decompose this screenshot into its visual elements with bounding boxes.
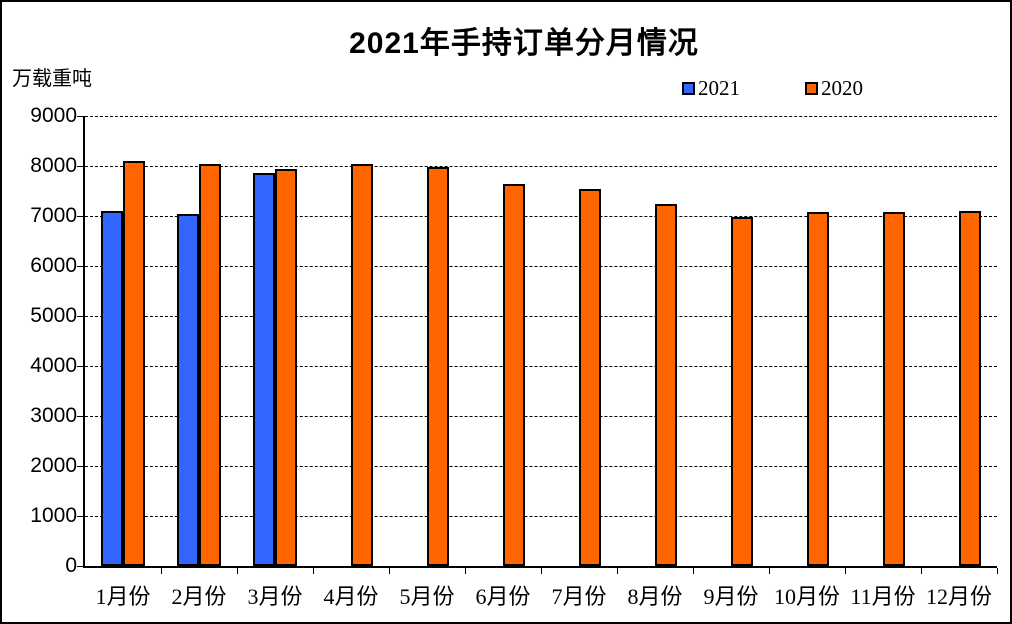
x-category-label-5: 5月份 xyxy=(399,584,455,609)
x-boundary-tick-9 xyxy=(844,568,846,574)
legend-item-2021: 2021 xyxy=(682,76,740,100)
x-boundary-tick-0 xyxy=(160,568,162,574)
x-boundary-tick-3 xyxy=(388,568,390,574)
y-tick-label-9000: 9000 xyxy=(30,104,77,127)
y-tick-5000 xyxy=(77,315,83,317)
bar-2021-1月份 xyxy=(101,211,123,566)
gridline-7000 xyxy=(85,216,997,217)
bar-2020-2月份 xyxy=(199,164,221,566)
bar-2020-4月份 xyxy=(351,163,373,566)
y-tick-8000 xyxy=(77,165,83,167)
y-tick-label-7000: 7000 xyxy=(30,204,77,227)
x-boundary-tick-6 xyxy=(616,568,618,574)
bar-2020-7月份 xyxy=(579,188,601,566)
gridline-3000 xyxy=(85,416,997,417)
gridline-9000 xyxy=(85,116,997,117)
x-category-label-10: 10月份 xyxy=(773,584,840,609)
y-axis-unit-label: 万载重吨 xyxy=(12,68,92,90)
gridline-6000 xyxy=(85,266,997,267)
x-boundary-tick-10 xyxy=(920,568,922,574)
x-boundary-tick-2 xyxy=(312,568,314,574)
bar-2021-3月份 xyxy=(253,173,275,566)
y-tick-4000 xyxy=(77,365,83,367)
y-tick-7000 xyxy=(77,215,83,217)
y-tick-6000 xyxy=(77,265,83,267)
legend: 2021 2020 xyxy=(2,76,1010,100)
y-tick-label-0: 0 xyxy=(65,554,77,577)
x-category-label-12: 12月份 xyxy=(925,584,992,609)
x-boundary-tick-1 xyxy=(236,568,238,574)
bar-2020-6月份 xyxy=(503,183,525,566)
legend-item-2020: 2020 xyxy=(805,76,863,100)
x-category-label-11: 11月份 xyxy=(850,584,916,609)
x-boundary-tick-4 xyxy=(464,568,466,574)
y-tick-label-5000: 5000 xyxy=(30,304,77,327)
gridline-4000 xyxy=(85,366,997,367)
y-axis-line xyxy=(83,116,85,566)
x-boundary-tick-11 xyxy=(996,568,998,574)
y-tick-1000 xyxy=(77,515,83,517)
x-category-label-7: 7月份 xyxy=(551,584,607,609)
y-tick-9000 xyxy=(77,115,83,117)
bar-2020-1月份 xyxy=(123,161,145,566)
bar-2020-3月份 xyxy=(275,168,297,566)
plot-area xyxy=(85,116,997,566)
x-category-label-3: 3月份 xyxy=(247,584,303,609)
legend-label-2021: 2021 xyxy=(698,76,740,100)
y-tick-label-2000: 2000 xyxy=(30,454,77,477)
x-category-label-8: 8月份 xyxy=(627,584,683,609)
x-category-label-4: 4月份 xyxy=(323,584,379,609)
y-tick-2000 xyxy=(77,465,83,467)
bar-2021-2月份 xyxy=(177,213,199,566)
x-boundary-tick-7 xyxy=(692,568,694,574)
bar-2020-10月份 xyxy=(807,211,829,566)
legend-marker-2020-icon xyxy=(805,81,818,95)
y-tick-0 xyxy=(77,565,83,567)
bar-2020-5月份 xyxy=(427,166,449,566)
gridline-8000 xyxy=(85,166,997,167)
legend-label-2020: 2020 xyxy=(821,76,863,100)
bar-2020-9月份 xyxy=(731,217,753,566)
gridline-2000 xyxy=(85,466,997,467)
y-tick-label-6000: 6000 xyxy=(30,254,77,277)
y-tick-3000 xyxy=(77,415,83,417)
x-category-label-1: 1月份 xyxy=(95,584,151,609)
bar-2020-11月份 xyxy=(883,211,905,566)
y-tick-label-4000: 4000 xyxy=(30,354,77,377)
chart-title: 2021年手持订单分月情况 xyxy=(349,27,699,60)
x-category-label-2: 2月份 xyxy=(171,584,227,609)
y-tick-label-1000: 1000 xyxy=(30,504,77,527)
bar-2020-12月份 xyxy=(959,210,981,566)
x-boundary-tick-5 xyxy=(540,568,542,574)
bar-2020-8月份 xyxy=(655,203,677,566)
gridline-1000 xyxy=(85,516,997,517)
y-tick-label-3000: 3000 xyxy=(30,404,77,427)
x-category-label-9: 9月份 xyxy=(703,584,759,609)
x-category-label-6: 6月份 xyxy=(475,584,531,609)
y-tick-label-8000: 8000 xyxy=(30,154,77,177)
legend-marker-2021-icon xyxy=(682,81,695,95)
x-boundary-tick-8 xyxy=(768,568,770,574)
x-axis-line xyxy=(83,566,997,568)
gridline-5000 xyxy=(85,316,997,317)
